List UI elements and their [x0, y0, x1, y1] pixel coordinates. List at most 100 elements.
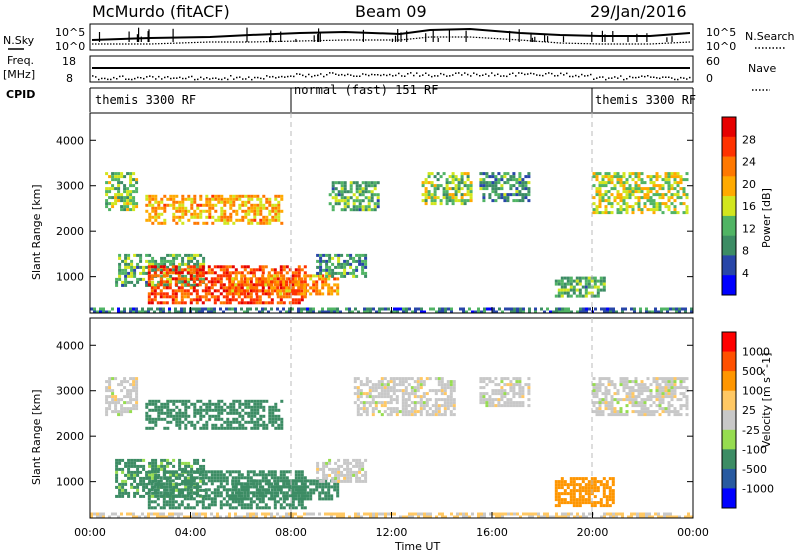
data-cell — [521, 193, 525, 197]
data-cell — [229, 206, 233, 210]
data-cell — [607, 380, 611, 384]
data-cell — [118, 485, 122, 489]
data-cell — [673, 413, 677, 417]
data-cell — [595, 187, 599, 191]
data-cell — [667, 199, 671, 203]
data-cell — [593, 276, 597, 280]
nave-dot — [638, 76, 640, 78]
data-cell — [652, 395, 656, 399]
data-cell — [497, 178, 501, 182]
data-cell — [223, 212, 227, 216]
data-cell — [343, 268, 347, 272]
data-cell — [474, 310, 477, 314]
data-cell — [235, 209, 239, 213]
data-cell — [491, 175, 495, 179]
data-cell — [364, 181, 368, 185]
data-cell — [374, 386, 378, 390]
data-cell — [358, 202, 362, 206]
data-cell — [132, 196, 136, 200]
data-cell — [256, 399, 260, 403]
data-cell — [166, 420, 170, 424]
data-cell — [147, 470, 151, 474]
data-cell — [270, 494, 274, 498]
data-cell — [567, 515, 570, 519]
data-cell — [162, 265, 166, 269]
data-cell — [358, 470, 362, 474]
data-cell — [678, 310, 681, 314]
data-cell — [225, 265, 229, 269]
data-cell — [440, 413, 444, 417]
data-cell — [439, 202, 443, 206]
data-cell — [264, 488, 268, 492]
data-cell — [512, 395, 516, 399]
data-cell — [434, 401, 438, 405]
data-cell — [205, 209, 209, 213]
data-cell — [331, 190, 335, 194]
data-cell — [274, 405, 278, 409]
data-cell — [582, 310, 585, 314]
nave-dot — [221, 78, 223, 81]
data-cell — [318, 497, 322, 501]
data-cell — [658, 401, 662, 405]
data-cell — [479, 377, 483, 381]
data-cell — [380, 386, 384, 390]
data-cell — [277, 209, 281, 213]
nave-dot — [683, 77, 685, 79]
data-cell — [229, 200, 233, 204]
data-cell — [619, 196, 623, 200]
nave-dot — [566, 72, 568, 75]
data-cell — [595, 386, 599, 390]
data-cell — [148, 420, 152, 424]
data-cell — [649, 202, 653, 206]
data-cell — [165, 271, 169, 275]
data-cell — [449, 395, 453, 399]
data-cell — [331, 476, 335, 480]
data-cell — [159, 265, 163, 269]
data-cell — [608, 477, 612, 481]
data-cell — [247, 399, 251, 403]
data-cell — [267, 470, 271, 474]
data-cell — [204, 512, 207, 516]
data-cell — [482, 181, 486, 185]
data-cell — [601, 184, 605, 188]
data-cell — [425, 398, 429, 402]
data-cell — [210, 500, 214, 504]
data-cell — [256, 209, 260, 213]
data-cell — [413, 413, 417, 417]
data-cell — [273, 503, 277, 507]
data-cell — [300, 503, 304, 507]
data-cell — [285, 286, 289, 290]
data-cell — [172, 262, 176, 266]
data-cell — [546, 515, 549, 519]
data-cell — [255, 485, 259, 489]
data-cell — [579, 515, 582, 519]
data-cell — [667, 413, 671, 417]
data-cell — [195, 503, 199, 507]
data-cell — [598, 401, 602, 405]
data-cell — [395, 413, 399, 417]
data-cell — [124, 262, 128, 266]
data-cell — [225, 494, 229, 498]
data-cell — [234, 274, 238, 278]
data-cell — [389, 386, 393, 390]
data-cell — [288, 470, 292, 474]
data-cell — [327, 485, 331, 489]
data-cell — [569, 294, 573, 298]
data-cell — [111, 401, 115, 405]
data-cell — [136, 458, 140, 462]
data-cell — [151, 402, 155, 406]
data-cell — [297, 476, 301, 480]
data-cell — [126, 395, 130, 399]
data-cell — [588, 512, 591, 516]
data-cell — [285, 277, 289, 281]
data-cell — [147, 515, 150, 519]
data-cell — [240, 265, 244, 269]
data-cell — [682, 386, 686, 390]
data-cell — [498, 512, 501, 516]
data-cell — [150, 277, 154, 281]
data-cell — [549, 310, 552, 314]
data-cell — [417, 515, 420, 519]
data-cell — [243, 283, 247, 287]
data-cell — [210, 292, 214, 296]
data-cell — [328, 259, 332, 263]
